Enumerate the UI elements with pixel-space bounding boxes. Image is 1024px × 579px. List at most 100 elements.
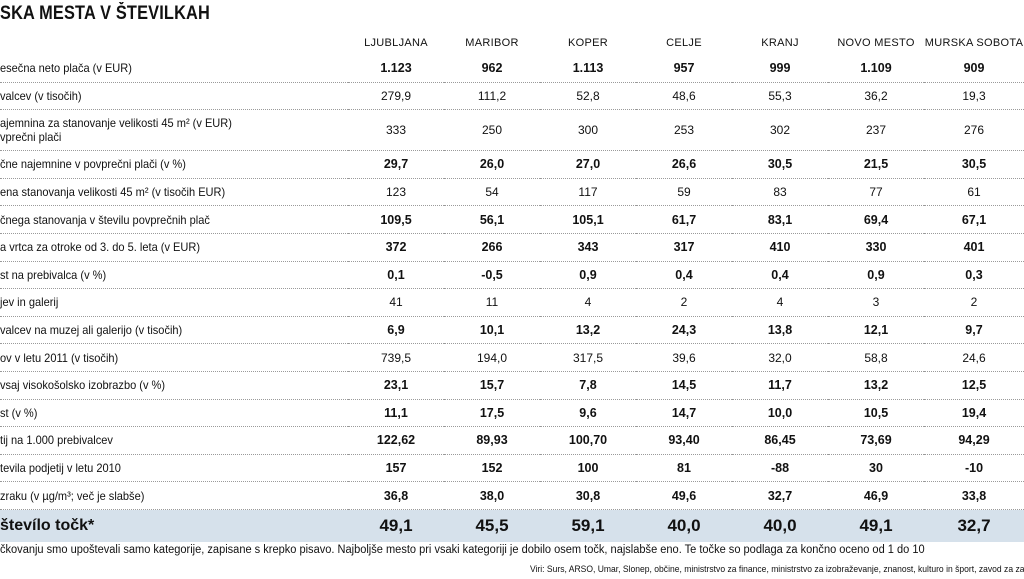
table-cell: 4 (732, 288, 828, 317)
row-label-text: ajemnina za stanovanje velikosti 45 m² (… (0, 116, 232, 131)
row-label: ajemnina za stanovanje velikosti 45 m² (… (0, 109, 348, 152)
table-cell: 105,1 (540, 205, 636, 234)
row-label-text: vsaj visokošolsko izobrazbo (v %) (0, 378, 166, 393)
table-cell: 1.109 (828, 55, 924, 83)
column-header: MURSKA SOBOTA (924, 36, 1024, 49)
column-header: NOVO MESTO (837, 36, 915, 49)
row-label-text: st (v %) (0, 405, 38, 420)
table-row: ena stanovanja velikosti 45 m² (v tisoči… (0, 178, 1024, 207)
table-cell: 77 (828, 178, 924, 207)
table-cell: 46,9 (828, 481, 924, 510)
table-cell: 253 (636, 109, 732, 152)
table-cell: 11,1 (348, 399, 444, 428)
table-cell: 56,1 (444, 205, 540, 234)
table-cell: 52,8 (540, 82, 636, 111)
total-row: števílo točk* 49,1 45,5 59,1 40,0 40,0 49,1 32,… (0, 509, 1024, 542)
total-cell: 49,1 (828, 509, 924, 542)
table-row: čne najemnine v povprečni plači (v %) 29,… (0, 150, 1024, 179)
table-cell: 117 (540, 178, 636, 207)
row-label-text: valcev na muzej ali galerijo (v tisočih) (0, 323, 183, 338)
table-cell: 300 (540, 109, 636, 152)
table-row: a vrtca za otroke od 3. do 5. leta (v EU… (0, 233, 1024, 262)
table-cell: 24,3 (636, 316, 732, 345)
table-row: zraku (v µg/m³; več je slabše) 36,8 38,0 30… (0, 481, 1024, 510)
row-label-text-line2: vprečni plači (0, 130, 62, 145)
row-label-text: čnega stanovanja v številu povprečnih pl… (0, 212, 210, 227)
table-cell: 152 (444, 454, 540, 483)
row-label-text: jev in galerij (0, 295, 59, 310)
table-row: čnega stanovanja v številu povprečnih pl… (0, 205, 1024, 234)
table-cell: 48,6 (636, 82, 732, 111)
table-cell: 3 (828, 288, 924, 317)
footnote: čkovanju smo upoštevali samo kategorije,… (0, 544, 925, 556)
table-cell: 13,8 (732, 316, 828, 345)
table-cell: 7,8 (540, 371, 636, 400)
source-line: Viri: Surs, ARSO, Umar, Slonep, občine, … (529, 564, 1024, 575)
table-cell: 32,0 (732, 343, 828, 372)
table-cell: 94,29 (924, 426, 1024, 455)
row-label-text: zraku (v µg/m³; več je slabše) (0, 488, 145, 503)
table-cell: 61,7 (636, 205, 732, 234)
table-cell: 58,8 (828, 343, 924, 372)
table-cell: 0,4 (732, 261, 828, 290)
table-cell: 69,4 (828, 205, 924, 234)
table-cell: 1.113 (540, 55, 636, 83)
table-cell: 12,1 (828, 316, 924, 345)
table-cell: 0,3 (924, 261, 1024, 290)
table-cell: 86,45 (732, 426, 828, 455)
table-cell: 343 (540, 233, 636, 262)
table-cell: 73,69 (828, 426, 924, 455)
table-row: tij na 1.000 prebivalcev 122,62 89,93 100,7… (0, 426, 1024, 455)
row-label: st na prebivalca (v %) (0, 261, 348, 290)
table-cell: 83 (732, 178, 828, 207)
table-cell: 14,5 (636, 371, 732, 400)
table-cell: 372 (348, 233, 444, 262)
table-cell: 30,5 (732, 150, 828, 179)
row-label-text: tevila podjetij v letu 2010 (0, 461, 121, 476)
row-label-text: ena stanovanja velikosti 45 m² (v tisoči… (0, 185, 226, 200)
table-cell: 410 (732, 233, 828, 262)
row-label: ena stanovanja velikosti 45 m² (v tisoči… (0, 178, 348, 207)
table-cell: 123 (348, 178, 444, 207)
table-cell: 30,5 (924, 150, 1024, 179)
row-label: čnega stanovanja v številu povprečnih pl… (0, 205, 348, 234)
table-cell: 21,5 (828, 150, 924, 179)
table-row: vsaj visokošolsko izobrazbo (v %) 23,1 15,… (0, 371, 1024, 400)
column-header-row: LJUBLJANA MARIBOR KOPER CELJE KRANJ NOVO… (0, 30, 1024, 55)
table-cell: 9,7 (924, 316, 1024, 345)
table-cell: 957 (636, 55, 732, 83)
table-cell: 26,0 (444, 150, 540, 179)
table-cell: 100,70 (540, 426, 636, 455)
row-label-text: tij na 1.000 prebivalcev (0, 433, 113, 448)
table-row: tevila podjetij v letu 2010 157 152 100 81 -8… (0, 454, 1024, 483)
column-header: MARIBOR (465, 36, 519, 49)
table-cell: 19,4 (924, 399, 1024, 428)
table-cell: 11,7 (732, 371, 828, 400)
table-cell: 122,62 (348, 426, 444, 455)
column-header: CELJE (666, 36, 702, 49)
table-row: ov v letu 2011 (v tisočih) 739,5 194,0 317,… (0, 343, 1024, 372)
table-cell: 41 (348, 288, 444, 317)
table-cell: 67,1 (924, 205, 1024, 234)
page-title: SKA MESTA V ŠTEVILKAH (0, 3, 211, 24)
table-row: ajemnina za stanovanje velikosti 45 m² (… (0, 109, 1024, 152)
row-label: tevila podjetij v letu 2010 (0, 454, 348, 483)
total-cell: 40,0 (636, 509, 732, 542)
table-cell: 14,7 (636, 399, 732, 428)
table-cell: 15,7 (444, 371, 540, 400)
table-row: esečna neto plača (v EUR) 1.123 962 1.113 95… (0, 55, 1024, 83)
table-cell: 24,6 (924, 343, 1024, 372)
table-cell: 93,40 (636, 426, 732, 455)
row-label-text: esečna neto plača (v EUR) (0, 61, 132, 76)
total-cell: 32,7 (924, 509, 1024, 542)
table-cell: 2 (636, 288, 732, 317)
table-cell: 9,6 (540, 399, 636, 428)
table-cell: 0,4 (636, 261, 732, 290)
table-cell: 0,9 (828, 261, 924, 290)
table-cell: 61 (924, 178, 1024, 207)
table-cell: 962 (444, 55, 540, 83)
row-label: st (v %) (0, 399, 348, 428)
table-row: jev in galerij 41 11 4 2 4 3 2 (0, 288, 1024, 317)
table-cell: 19,3 (924, 82, 1024, 111)
table-cell: 999 (732, 55, 828, 83)
